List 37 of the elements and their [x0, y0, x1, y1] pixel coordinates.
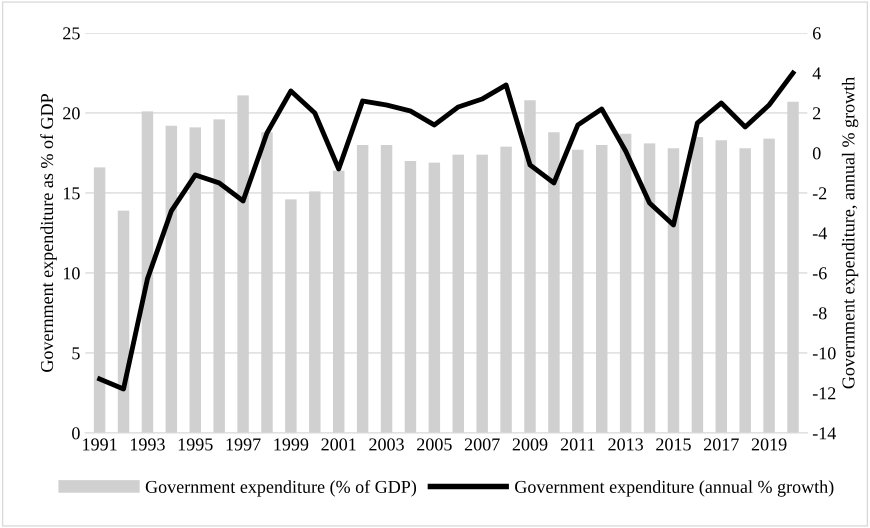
- x-tick-label: 2009: [512, 438, 548, 451]
- y2-tick-label: -6: [812, 267, 827, 280]
- y2-tick-label: -10: [812, 347, 836, 360]
- y2-axis-title: Government expenditure, annual % growth: [842, 77, 858, 388]
- y-tick-label: 15: [64, 187, 80, 200]
- y2-tick-label: -12: [812, 387, 836, 400]
- y2-tick-label: 4: [812, 67, 821, 80]
- y-tick-label: 5: [72, 347, 80, 360]
- x-tick-label: 2011: [560, 438, 594, 451]
- x-tick-label: 2007: [464, 438, 500, 451]
- x-tick-label: 1999: [274, 438, 308, 451]
- x-tick-label: 1995: [178, 438, 213, 451]
- x-tick-label: 2015: [656, 438, 691, 451]
- x-tick-label: 2001: [321, 438, 356, 451]
- y-axis-title: Government expenditure as % of GDP: [40, 94, 57, 372]
- y2-tick-label: -4: [812, 227, 827, 240]
- y2-tick-label: 2: [813, 107, 820, 120]
- line-series: [97, 70, 796, 392]
- y-tick-label: 20: [63, 107, 80, 120]
- x-tick-label: 2003: [369, 438, 404, 451]
- legend-label: Government expenditure (% of GDP): [146, 480, 416, 497]
- y-tick-label: 0: [72, 427, 80, 440]
- x-tick-label: 2019: [752, 438, 786, 451]
- x-tick-label: 1997: [226, 438, 261, 451]
- x-tick-label: 2017: [704, 438, 739, 451]
- x-tick-label: 2013: [608, 438, 643, 451]
- y2-tick-label: -2: [812, 187, 826, 200]
- y-tick-label: 25: [63, 27, 80, 40]
- legend-label: Government expenditure (annual % growth): [515, 480, 834, 497]
- x-tick-label: 1991: [83, 438, 117, 451]
- y2-tick-label: 6: [812, 27, 821, 40]
- x-tick-label: 1993: [130, 438, 165, 451]
- x-tick-label: 2005: [417, 438, 452, 451]
- y2-tick-label: -14: [812, 427, 836, 440]
- y2-tick-label: -8: [812, 307, 827, 320]
- y-tick-label: 10: [64, 267, 80, 280]
- y2-tick-label: 0: [812, 147, 821, 160]
